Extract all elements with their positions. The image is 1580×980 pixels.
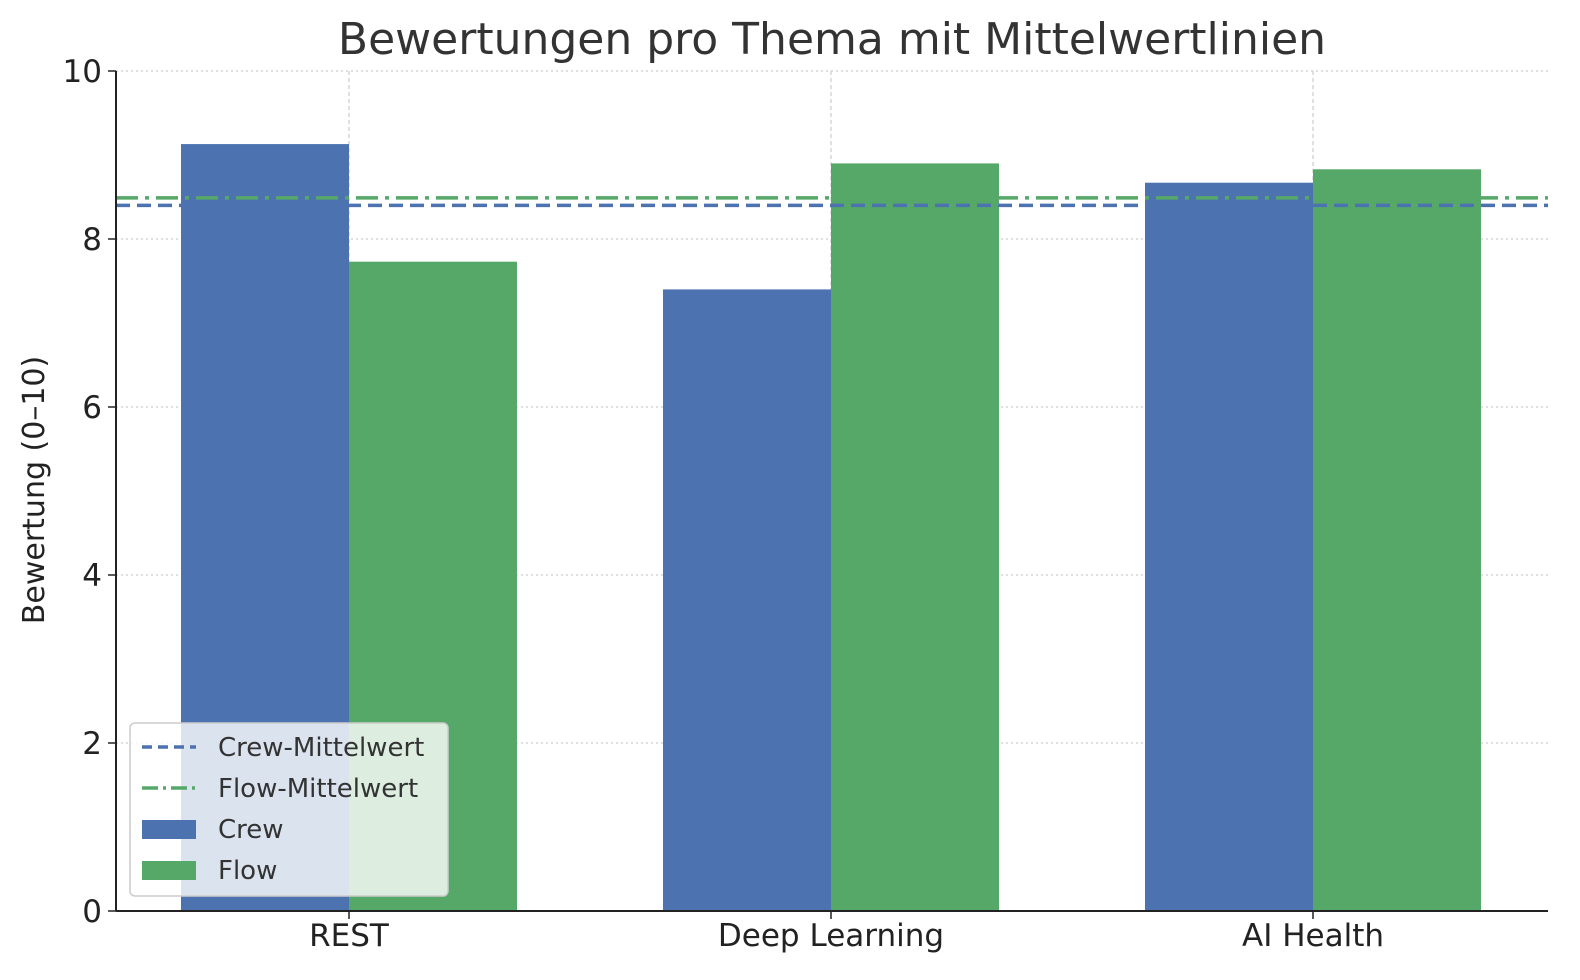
legend-patch-swatch bbox=[142, 820, 196, 839]
chart-title: Bewertungen pro Thema mit Mittelwertlini… bbox=[338, 14, 1326, 65]
y-tick-label: 4 bbox=[82, 558, 102, 594]
x-tick-label: REST bbox=[309, 918, 390, 954]
legend-box bbox=[129, 722, 449, 897]
x-tick-label: Deep Learning bbox=[718, 918, 944, 954]
y-tick-label: 8 bbox=[82, 222, 102, 258]
legend: Crew-Mittelwert Flow-Mittelwert Crew Flow bbox=[129, 722, 449, 897]
x-tick-label: AI Health bbox=[1242, 918, 1384, 954]
legend-label: Flow-Mittelwert bbox=[218, 774, 418, 804]
y-tick-label: 6 bbox=[82, 390, 102, 426]
bar-crew-2 bbox=[1145, 182, 1313, 912]
bars-layer bbox=[181, 144, 1481, 912]
y-axis-label: Bewertung (0–10) bbox=[17, 356, 52, 624]
legend-patch-swatch bbox=[142, 861, 196, 880]
axes-layer bbox=[115, 71, 1548, 912]
mean-lines-layer bbox=[116, 196, 1548, 208]
legend-label: Crew-Mittelwert bbox=[218, 733, 424, 763]
ticks-layer: 0 2 4 6 8 10 REST Deep Learning AI Health bbox=[63, 54, 1384, 954]
bar-crew-1 bbox=[663, 289, 831, 911]
bar-flow-1 bbox=[831, 163, 999, 911]
bar-flow-2 bbox=[1313, 169, 1481, 911]
y-tick-label: 10 bbox=[63, 54, 102, 90]
legend-label: Flow bbox=[218, 856, 277, 886]
y-tick-label: 2 bbox=[82, 726, 102, 762]
y-tick-label: 0 bbox=[82, 894, 102, 930]
legend-label: Crew bbox=[218, 815, 284, 845]
